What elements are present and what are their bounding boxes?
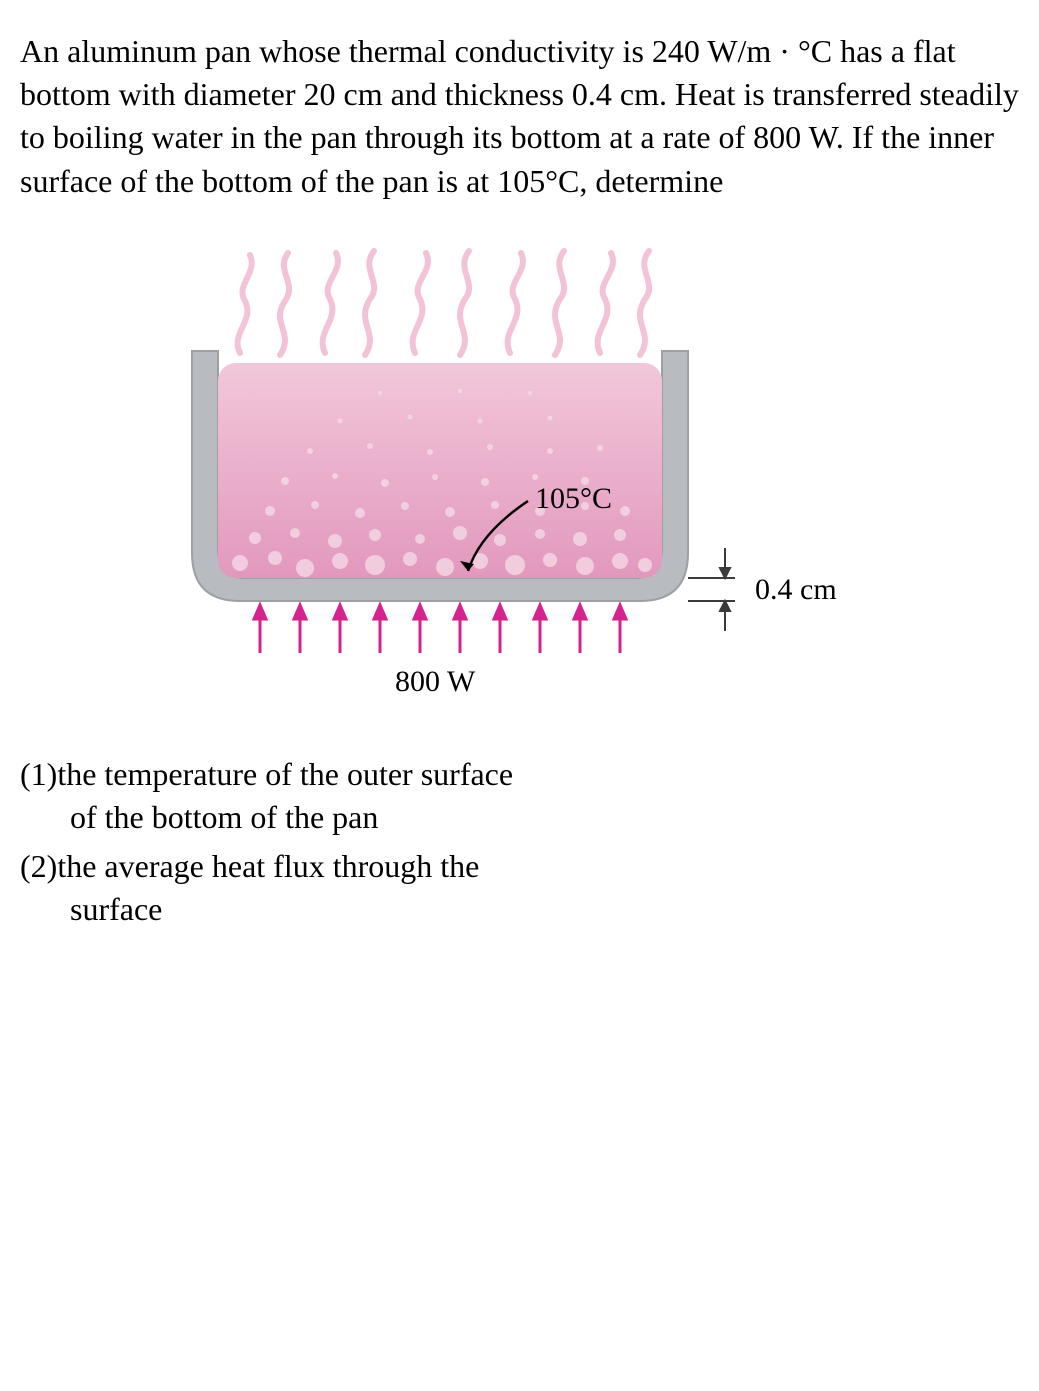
question-2: (2)the average heat flux through the sur… [20, 845, 1019, 931]
diagram-container: 105°C 800 W 0.4 cm [20, 243, 1019, 703]
water-fill [218, 363, 662, 578]
heat-label: 800 W [395, 665, 476, 698]
problem-statement: An aluminum pan whose thermal conductivi… [20, 30, 1019, 203]
q1-line2: of the bottom of the pan [20, 796, 1019, 839]
heat-arrows [254, 605, 626, 653]
q2-line1: (2)the average heat flux through the [20, 845, 1019, 888]
question-1: (1)the temperature of the outer surface … [20, 753, 1019, 839]
thickness-dimension [688, 548, 735, 631]
thickness-label: 0.4 cm [755, 573, 837, 606]
temp-label: 105°C [535, 482, 612, 515]
q1-line1: (1)the temperature of the outer surface [20, 753, 1019, 796]
questions-block: (1)the temperature of the outer surface … [20, 753, 1019, 932]
q2-line2: surface [20, 888, 1019, 931]
steam-icon [237, 251, 649, 355]
pan-diagram: 105°C 800 W 0.4 cm [140, 243, 900, 703]
